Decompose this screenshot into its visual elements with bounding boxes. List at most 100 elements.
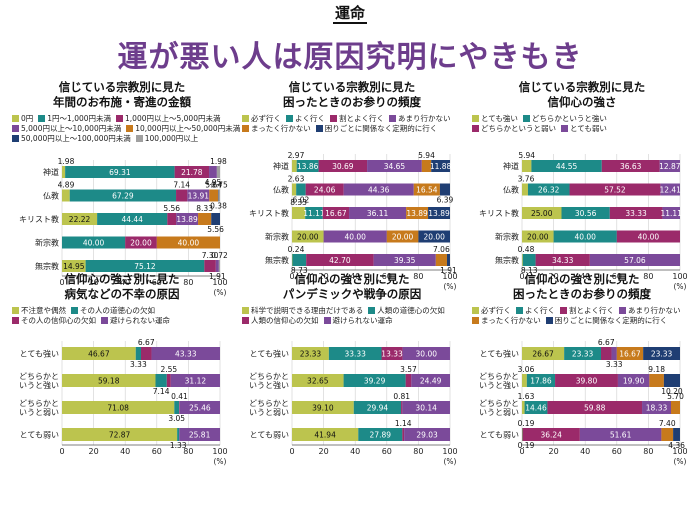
category-label: 神道 xyxy=(273,161,289,171)
panel-faith-strength-by-religion: 信じている宗教別に見た 信仰心の強さ とても強い どちらかというと強い どちらかというと… xyxy=(470,80,694,320)
data-label: 75.12 xyxy=(134,262,156,271)
legend: 必ず行く よく行く 割とよく行く あまり行かない まったく行かない 困りごとに関係なく定期… xyxy=(242,114,456,134)
data-label: 5.94 xyxy=(518,151,535,160)
data-label: 5.56 xyxy=(207,225,224,234)
bar-segment xyxy=(215,260,219,272)
chart-title-line: 信仰心の強さ xyxy=(547,95,617,109)
data-label: 6.39 xyxy=(437,196,454,205)
data-label: 0.41 xyxy=(171,392,188,401)
legend-label: 科学で説明できる理由だけである xyxy=(251,306,364,315)
bar-segment xyxy=(292,230,324,243)
bar-segment xyxy=(156,236,220,249)
legend-label: 割とよく行く xyxy=(569,306,614,315)
legend-label: とても弱い xyxy=(570,124,607,133)
bar-segment xyxy=(522,254,523,266)
bar-segment xyxy=(522,254,536,266)
chart-title-line: パンデミックや戦争の原因 xyxy=(282,287,422,301)
x-tick-label: 20 xyxy=(89,447,99,456)
data-label: 3.33 xyxy=(606,360,623,369)
unit-label: (%) xyxy=(444,457,457,466)
legend-swatch xyxy=(561,125,568,132)
bar-segment xyxy=(292,183,297,196)
bar-segment xyxy=(421,160,432,172)
data-label: 20.00 xyxy=(392,233,414,242)
bar-segment xyxy=(218,189,220,202)
data-label: 22.22 xyxy=(69,215,91,224)
data-label: 26.67 xyxy=(532,350,554,359)
bar-segment xyxy=(564,347,601,360)
data-label: 11.88 xyxy=(430,162,452,171)
bar-segment xyxy=(179,428,221,441)
chart-title-line: 困ったときのお参りの頻度 xyxy=(513,287,651,301)
bar-segment xyxy=(522,347,565,360)
legend-label: 避けられない運命 xyxy=(332,316,393,325)
data-label: 3.57 xyxy=(400,365,417,374)
bar-segment xyxy=(328,347,382,360)
legend-item: どちらかというと弱い xyxy=(472,124,556,134)
bar-segment xyxy=(659,160,680,172)
bar-segment xyxy=(305,183,344,196)
data-label: 7.40 xyxy=(659,419,676,428)
category-label: 仏教 xyxy=(273,185,289,195)
bar-segment xyxy=(323,230,387,243)
legend-label: よく行く xyxy=(295,114,325,123)
legend-item: 困りごとに関係なく定期的に行く xyxy=(315,124,437,134)
bar-segment xyxy=(349,207,407,219)
legend: 必ず行く よく行く 割とよく行く あまり行かない まったく行かない 困りごとに関係なく定期… xyxy=(472,306,686,326)
bar-segment xyxy=(405,374,412,387)
legend-swatch xyxy=(516,307,523,314)
data-label: 39.80 xyxy=(576,377,598,386)
data-label: 20.00 xyxy=(130,239,152,248)
legend-label: とても強い xyxy=(481,114,518,123)
legend-item: 避けられない運命 xyxy=(323,316,393,326)
bar-segment xyxy=(209,166,217,178)
legend-item: 必ず行く xyxy=(242,114,281,124)
chart-title: 信じている宗教別に見た 年間のお布施・寄進の金額 xyxy=(10,80,234,110)
category-label: どちらかというと弱い xyxy=(249,399,289,417)
data-label: 14.46 xyxy=(525,404,547,413)
bar-segment xyxy=(662,207,680,219)
data-label: 13.86 xyxy=(297,162,319,171)
bar-segment xyxy=(609,207,663,219)
x-tick-label: 100 xyxy=(672,272,687,281)
data-label: 30.56 xyxy=(575,209,597,218)
category-label: 神道 xyxy=(503,161,519,171)
data-label: 44.55 xyxy=(556,162,578,171)
data-label: 59.18 xyxy=(98,377,120,386)
data-label: 13.89 xyxy=(428,209,450,218)
legend-swatch xyxy=(472,307,479,314)
x-tick-label: 0 xyxy=(519,272,524,281)
bar-segment xyxy=(642,401,671,414)
data-label: 20.00 xyxy=(527,233,549,242)
data-label: 57.06 xyxy=(624,256,646,265)
legend-item: よく行く xyxy=(286,114,325,124)
data-label: 40.00 xyxy=(178,239,200,248)
bar-segment xyxy=(176,189,188,202)
category-label: キリスト教 xyxy=(19,214,59,224)
data-label: 23.33 xyxy=(651,350,673,359)
legend-item: 割とよく行く xyxy=(560,306,614,316)
bar-segment xyxy=(527,183,570,196)
unit-label: (%) xyxy=(214,288,227,297)
legend-item: 不注意や偶然 xyxy=(12,306,66,316)
unit-label: (%) xyxy=(674,457,687,466)
bar-segment xyxy=(402,401,450,414)
bar-segment xyxy=(589,254,680,266)
legend-label: 避けられない運命 xyxy=(110,316,170,325)
category-label: どちらかというと弱い xyxy=(479,399,519,417)
bar-segment xyxy=(292,401,354,414)
x-tick-label: 20 xyxy=(549,272,559,281)
data-label: 33.33 xyxy=(344,350,366,359)
bar-segment xyxy=(404,428,450,441)
data-label: 13.33 xyxy=(381,350,403,359)
bar-segment xyxy=(367,160,422,172)
legend-swatch xyxy=(135,135,143,142)
x-tick-label: 40 xyxy=(580,272,590,281)
data-label: 36.24 xyxy=(540,431,562,440)
legend-item: 困りごとに関係なく定期的に行く xyxy=(545,316,667,326)
data-label: 51.61 xyxy=(610,431,632,440)
bar-segment xyxy=(65,166,175,178)
data-label: 5.56 xyxy=(163,204,180,213)
data-label: 0.19 xyxy=(518,441,535,450)
data-label: 8.13 xyxy=(521,266,538,275)
